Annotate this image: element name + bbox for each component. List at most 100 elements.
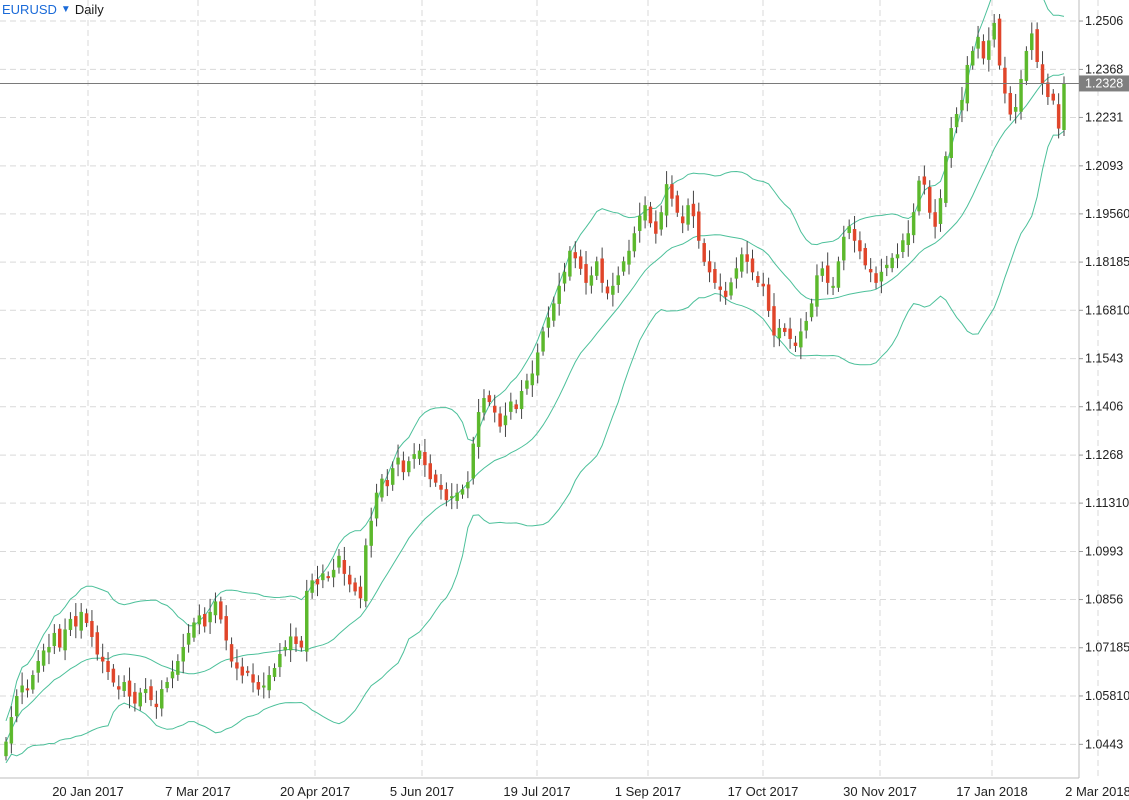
candle-body <box>584 264 588 283</box>
candle-body <box>245 670 250 673</box>
candle-body <box>52 632 57 647</box>
price-tick-label: 1.11310 <box>1085 496 1129 510</box>
candle-body <box>455 492 459 501</box>
candle-body <box>852 229 857 241</box>
candle-body <box>670 184 674 199</box>
candle-body <box>836 261 841 288</box>
candle-body <box>976 36 980 49</box>
symbol-name[interactable]: EURUSD <box>2 2 57 17</box>
candle-body <box>578 256 583 269</box>
candle-body <box>928 186 932 213</box>
candle-body <box>535 352 540 376</box>
candle-body <box>1008 93 1013 115</box>
price-tick-label: 1.18185 <box>1085 255 1129 269</box>
candle-body <box>466 482 470 489</box>
candle-body <box>423 452 427 466</box>
price-tick-label: 1.1406 <box>1085 400 1123 414</box>
candle-body <box>611 285 615 295</box>
price-tick-label: 1.0443 <box>1085 737 1123 751</box>
candle-body <box>321 573 325 581</box>
candle-body <box>369 520 373 546</box>
candle-body <box>294 636 298 644</box>
candle-body <box>487 395 492 403</box>
candle-body <box>36 660 40 673</box>
price-tick-label: 1.16810 <box>1085 303 1129 317</box>
time-tick-label: 20 Jan 2017 <box>52 784 124 799</box>
candle-body <box>20 685 24 693</box>
candle-body <box>197 615 202 625</box>
candle-body <box>267 675 271 691</box>
candle-body <box>868 269 873 273</box>
candle-body <box>288 636 293 651</box>
price-tick-label: 1.2368 <box>1085 62 1123 76</box>
time-tick-label: 19 Jul 2017 <box>503 784 570 799</box>
candle-body <box>648 206 653 224</box>
candle-body <box>745 254 749 262</box>
price-tick-label: 1.1543 <box>1085 352 1123 366</box>
candle-body <box>772 306 776 336</box>
time-tick-label: 7 Mar 2017 <box>165 784 231 799</box>
candle-body <box>825 265 830 283</box>
price-tick-label: 1.2506 <box>1085 14 1123 28</box>
candle-body <box>364 545 368 602</box>
candle-body <box>492 405 497 413</box>
candle-body <box>390 468 395 485</box>
candle-body <box>127 680 132 697</box>
candle-body <box>219 601 223 620</box>
candle-body <box>68 618 73 630</box>
candle-body <box>1030 33 1034 51</box>
time-tick-label: 20 Apr 2017 <box>280 784 350 799</box>
triangle-down-icon[interactable]: ▼ <box>60 4 71 15</box>
candle-body <box>847 226 851 234</box>
candle-body <box>111 668 116 683</box>
candle-body <box>186 632 191 645</box>
candle-body <box>885 264 889 269</box>
candle-body <box>740 254 744 272</box>
price-tick-label: 1.2231 <box>1085 110 1123 124</box>
candle-body <box>573 252 578 259</box>
candle-body <box>79 611 83 631</box>
candle-body <box>4 741 8 757</box>
candle-body <box>498 413 502 427</box>
candle-body <box>143 689 148 694</box>
candle-body <box>944 156 948 203</box>
candle-body <box>933 212 937 227</box>
candle-body <box>842 236 846 261</box>
candle-body <box>95 632 100 655</box>
candle-body <box>509 401 513 412</box>
candle-body <box>229 644 234 662</box>
candle-body <box>41 650 46 666</box>
candle-body <box>176 660 180 675</box>
candle-body <box>192 622 196 638</box>
candle-body <box>1035 29 1039 62</box>
candle-body <box>1040 64 1045 83</box>
candle-body <box>63 629 67 651</box>
timeframe-label[interactable]: Daily <box>74 2 104 17</box>
candle-body <box>621 261 626 272</box>
candle-body <box>514 404 518 410</box>
candle-body <box>331 569 336 578</box>
candle-body <box>25 688 30 691</box>
candle-body <box>208 611 212 623</box>
time-tick-label: 30 Nov 2017 <box>843 784 917 799</box>
candle-body <box>202 614 207 627</box>
candle-body <box>315 578 320 585</box>
chart-header[interactable]: EURUSD ▼ Daily <box>2 2 104 17</box>
candle-body <box>729 282 733 296</box>
candle-body <box>251 674 255 683</box>
candle-body <box>337 555 341 568</box>
candle-body <box>160 689 164 709</box>
price-tick-label: 1.0993 <box>1085 545 1123 559</box>
candle-body <box>100 656 105 662</box>
candle-body <box>417 450 422 459</box>
candle-body <box>637 215 642 231</box>
candle-body <box>444 489 449 501</box>
candle-body <box>562 271 567 284</box>
candle-body <box>57 628 62 648</box>
candle-body <box>723 290 728 297</box>
bollinger-upper-band <box>5 0 1065 722</box>
candle-body <box>965 64 970 104</box>
candle-body <box>326 576 330 579</box>
candle-body <box>450 496 454 499</box>
